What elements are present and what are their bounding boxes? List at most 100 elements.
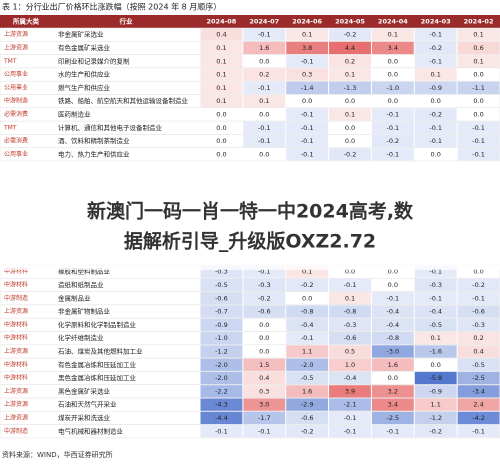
value-cell: 0.0 [388,97,398,105]
value-cell-bg [371,318,414,331]
category-cell: 公用事业 [4,70,28,78]
value-cell-bg [286,121,329,134]
value-cell: -1.0 [215,334,228,342]
value-cell: -0.2 [344,31,357,39]
value-cell-bg [457,371,500,385]
value-cell: 0.0 [473,97,483,105]
header-bg [0,15,500,28]
value-cell: 3.2 [388,387,398,395]
value-cell-bg [371,358,414,371]
header-cell: 2024-03 [421,18,451,26]
value-cell-bg [200,332,243,345]
value-cell: -0.3 [472,321,485,329]
header-cell: 2024-08 [207,18,237,26]
value-cell: -0.2 [387,137,400,145]
category-cell: 上游资源 [4,30,28,38]
value-cell: 0.0 [216,137,226,145]
value-cell-bg [457,332,500,345]
value-cell-bg [243,68,286,81]
value-cell-bg [286,108,329,121]
value-cell: -0.9 [215,321,228,329]
value-cell: -0.1 [344,427,357,435]
value-cell: 0.0 [302,97,312,105]
value-cell: -0.6 [301,414,314,422]
value-cell-bg [371,425,414,438]
category-cell: 中游制造 [4,97,28,105]
category-cell: 上游资源 [4,400,28,408]
value-cell: 0.1 [473,57,483,65]
value-cell: 0.3 [259,387,269,395]
value-cell: 0.0 [345,137,355,145]
value-cell: 3.9 [345,387,355,395]
value-cell-bg [371,108,414,121]
value-cell: 0.1 [216,84,226,92]
value-cell: -2.0 [215,374,228,382]
industry-cell: 印刷业和记录媒介的复制 [58,56,130,65]
value-cell-bg [457,278,500,292]
row-bg [0,147,500,162]
value-cell: 0.1 [259,97,269,105]
value-cell-bg [414,345,457,358]
value-cell: -0.5 [472,361,485,369]
value-cell-bg [243,278,286,292]
value-cell-bg [414,41,457,55]
value-cell: -0.1 [429,137,442,145]
value-cell-bg [371,28,414,41]
value-cell: -0.5 [301,374,314,382]
header-cell: 2024-07 [249,18,279,26]
value-cell: 0.3 [302,71,312,79]
industry-cell: 非金属矿物制品业 [58,307,111,316]
value-cell-bg [243,411,286,425]
industry-cell: 有色金属矿采选业 [58,43,111,52]
value-cell: -0.6 [472,308,485,316]
value-cell: -0.1 [258,124,271,132]
value-cell-bg [286,28,329,41]
value-cell-bg [329,292,371,305]
value-cell: -0.2 [301,427,314,435]
value-cell-bg [243,358,286,371]
value-cell-bg [200,385,243,398]
value-cell: -0.1 [258,137,271,145]
value-cell-bg [414,134,457,148]
value-cell: -1.4 [301,84,314,92]
value-cell-bg [243,81,286,94]
value-cell: -1.3 [344,84,357,92]
value-cell-bg [457,385,500,398]
value-cell: 3.4 [388,44,398,52]
value-cell: -0.1 [301,110,314,118]
value-cell: 0.4 [259,374,269,382]
value-cell: -0.1 [387,150,400,158]
value-cell-bg [200,278,243,292]
value-cell-bg [329,398,371,411]
value-cell-bg [243,371,286,385]
value-cell: -4.2 [472,414,485,422]
value-cell-bg [329,425,371,438]
value-cell: -0.1 [301,124,314,132]
value-cell: -4.4 [215,414,228,422]
value-cell: -0.6 [344,334,357,342]
value-cell-bg [414,411,457,425]
value-cell: -4.3 [215,401,228,409]
value-cell-bg [414,108,457,121]
value-cell-bg [414,121,457,134]
category-cell: 公用事业 [4,83,28,91]
value-cell-bg [457,398,500,411]
value-cell: -1.1 [472,84,485,92]
value-cell-bg [243,28,286,41]
value-cell: 0.0 [302,294,312,302]
value-cell-bg [200,95,243,108]
header-cell: 2024-02 [464,18,494,26]
industry-cell: 化学纤维制造业 [58,333,104,342]
category-cell: 上游资源 [4,43,28,51]
value-cell: -0.1 [472,150,485,158]
value-cell: 0.1 [431,71,441,79]
value-cell: 3.0 [259,401,269,409]
industry-cell: 酒、饮料和精制茶制造业 [58,136,130,145]
value-cell: -0.1 [429,294,442,302]
value-cell: -0.1 [472,294,485,302]
value-cell: 0.0 [473,110,483,118]
category-cell: 中游材料 [4,360,28,368]
value-cell: 0.0 [473,268,483,276]
value-cell-bg [200,55,243,68]
